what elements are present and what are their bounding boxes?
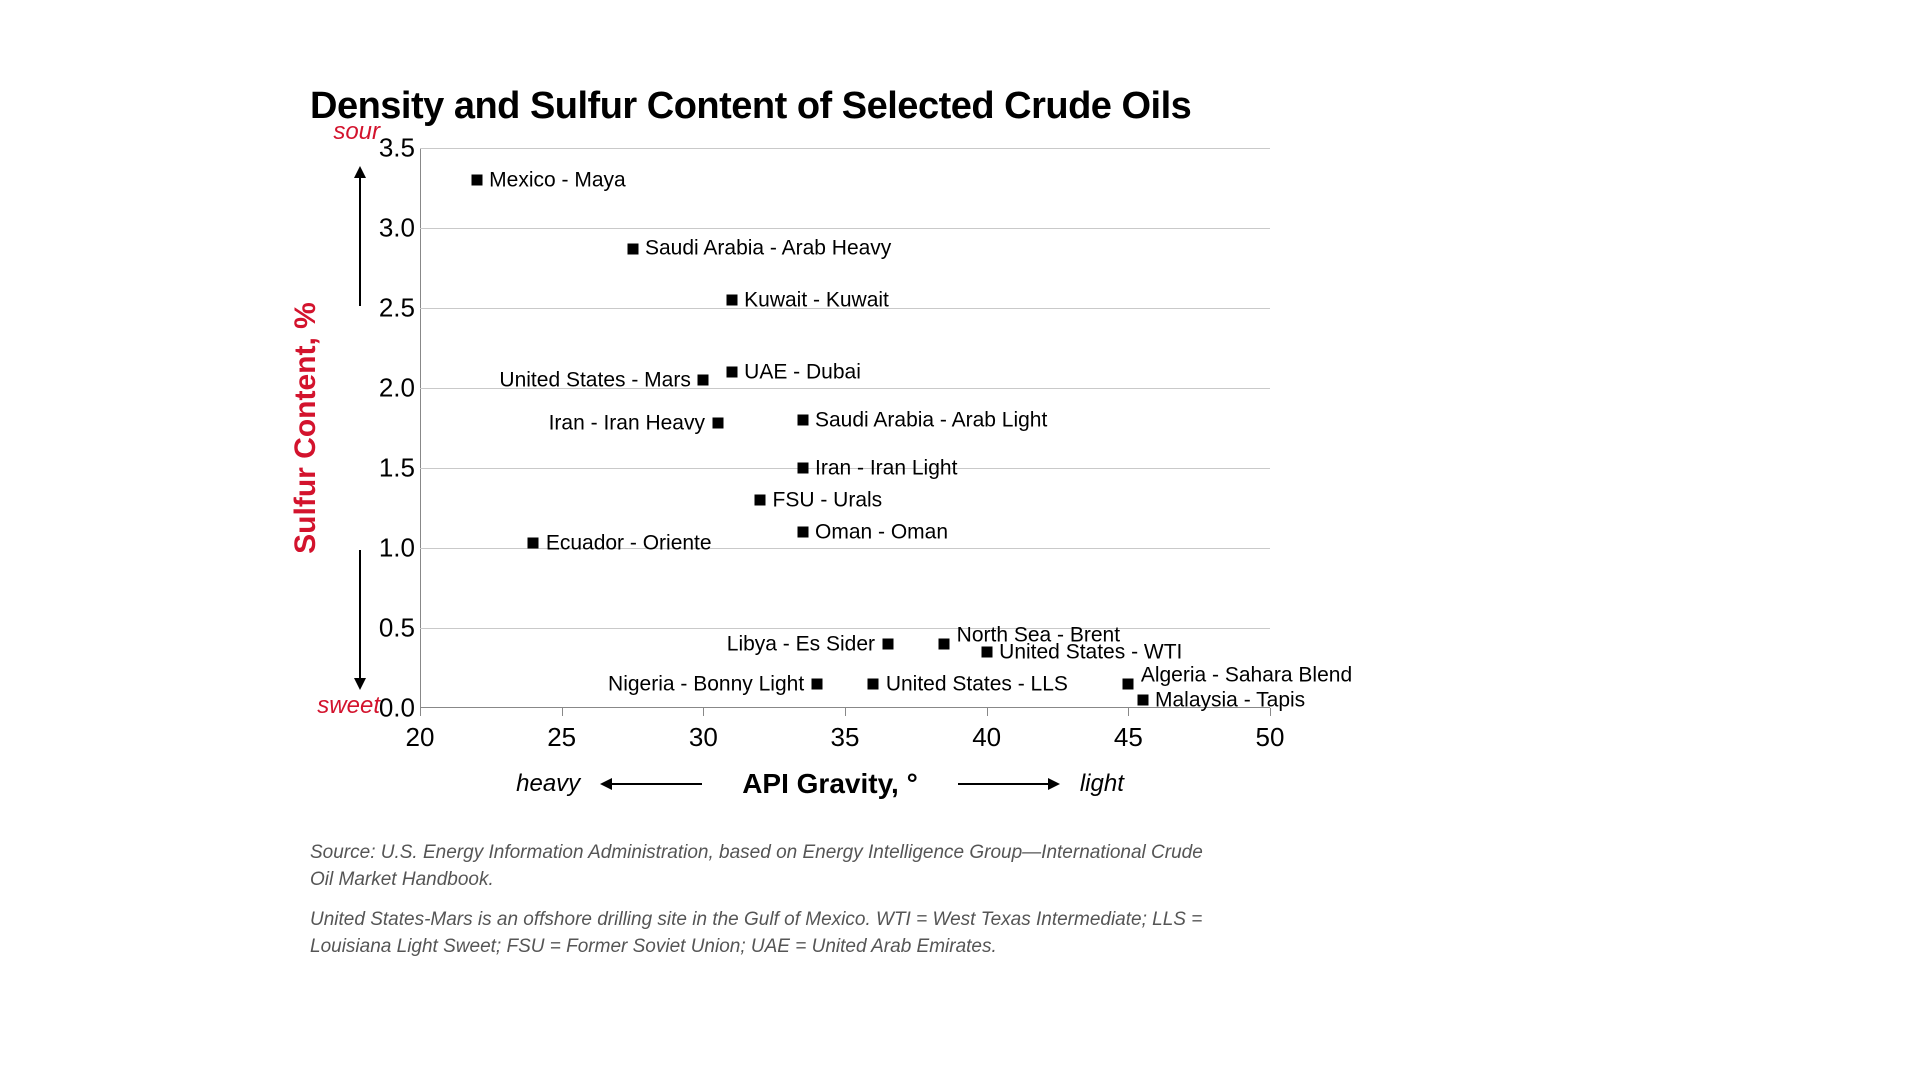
data-point: Saudi Arabia - Arab Heavy — [627, 243, 638, 254]
data-point-label: United States - WTI — [999, 640, 1182, 664]
data-point-label: Saudi Arabia - Arab Heavy — [645, 237, 891, 261]
x-tick-mark — [845, 708, 846, 716]
arrow-down-icon — [354, 550, 366, 690]
data-point-label: Iran - Iran Light — [815, 456, 957, 480]
data-point-label: Saudi Arabia - Arab Light — [815, 408, 1047, 432]
data-point: Oman - Oman — [797, 527, 808, 538]
data-point: Libya - Es Sider — [882, 639, 893, 650]
gridline — [420, 148, 1270, 149]
plot-row: sour Sulfur Content, % sweet 0.00.51.01.… — [310, 148, 1310, 708]
data-point-label: Libya - Es Sider — [727, 632, 875, 656]
x-tick-label: 25 — [547, 722, 576, 753]
data-point: Iran - Iran Light — [797, 463, 808, 474]
y-tick-label: 0.5 — [370, 613, 415, 644]
data-point-label: UAE - Dubai — [744, 360, 861, 384]
arrow-right-icon — [958, 778, 1060, 790]
data-point-label: Iran - Iran Heavy — [549, 411, 705, 435]
x-tick-mark — [420, 708, 421, 716]
data-point-label: United States - LLS — [886, 672, 1068, 696]
data-point-label: Nigeria - Bonny Light — [608, 672, 804, 696]
data-point: United States - WTI — [981, 647, 992, 658]
x-tick-label: 40 — [972, 722, 1001, 753]
x-tick-mark — [562, 708, 563, 716]
x-axis-title: API Gravity, ° — [742, 768, 918, 800]
data-point: Ecuador - Oriente — [528, 538, 539, 549]
y-tick-label: 1.0 — [370, 533, 415, 564]
data-point: Kuwait - Kuwait — [726, 295, 737, 306]
y-axis-title: Sulfur Content, % — [289, 302, 323, 554]
x-tick-label: 20 — [406, 722, 435, 753]
y-tick-label: 1.5 — [370, 453, 415, 484]
data-point: Iran - Iran Heavy — [712, 418, 723, 429]
x-tick-mark — [1128, 708, 1129, 716]
data-point: Saudi Arabia - Arab Light — [797, 415, 808, 426]
plot-area: 0.00.51.01.52.02.53.03.520253035404550Me… — [390, 148, 1270, 708]
data-point-label: Algeria - Sahara Blend — [1141, 664, 1352, 688]
data-point: UAE - Dubai — [726, 367, 737, 378]
data-point: United States - Mars — [698, 375, 709, 386]
arrow-up-icon — [354, 166, 366, 306]
data-point: Malaysia - Tapis — [1137, 695, 1148, 706]
y-tick-label: 3.0 — [370, 213, 415, 244]
x-tick-label: 45 — [1114, 722, 1143, 753]
data-point: Nigeria - Bonny Light — [811, 679, 822, 690]
data-point: Mexico - Maya — [471, 175, 482, 186]
data-point-label: Malaysia - Tapis — [1155, 688, 1305, 712]
data-point-label: Oman - Oman — [815, 520, 948, 544]
x-tick-label: 50 — [1256, 722, 1285, 753]
data-point: Algeria - Sahara Blend — [1123, 679, 1134, 690]
y-tick-label: 0.0 — [370, 693, 415, 724]
x-tick-mark — [703, 708, 704, 716]
x-end-low: heavy — [516, 770, 580, 798]
data-point: FSU - Urals — [755, 495, 766, 506]
footnote-notes: United States-Mars is an offshore drilli… — [310, 907, 1230, 960]
x-end-high: light — [1080, 770, 1124, 798]
chart-title: Density and Sulfur Content of Selected C… — [310, 85, 1310, 128]
gridline — [420, 628, 1270, 629]
y-tick-label: 2.5 — [370, 293, 415, 324]
data-point-label: Mexico - Maya — [489, 168, 626, 192]
y-tick-label: 2.0 — [370, 373, 415, 404]
crude-oil-scatter-chart: Density and Sulfur Content of Selected C… — [310, 85, 1310, 974]
chart-footnotes: Source: U.S. Energy Information Administ… — [310, 840, 1230, 960]
y-tick-label: 3.5 — [370, 133, 415, 164]
data-point-label: Ecuador - Oriente — [546, 531, 712, 555]
y-axis-line — [420, 148, 421, 708]
arrow-left-icon — [600, 778, 702, 790]
x-tick-label: 30 — [689, 722, 718, 753]
data-point-label: FSU - Urals — [773, 488, 883, 512]
gridline — [420, 228, 1270, 229]
data-point-label: Kuwait - Kuwait — [744, 288, 889, 312]
x-tick-mark — [987, 708, 988, 716]
x-tick-label: 35 — [831, 722, 860, 753]
footnote-source: Source: U.S. Energy Information Administ… — [310, 840, 1230, 893]
x-axis-annotation: heavy API Gravity, ° light — [380, 768, 1260, 800]
data-point: United States - LLS — [868, 679, 879, 690]
data-point-label: United States - Mars — [499, 368, 690, 392]
data-point: North Sea - Brent — [939, 639, 950, 650]
